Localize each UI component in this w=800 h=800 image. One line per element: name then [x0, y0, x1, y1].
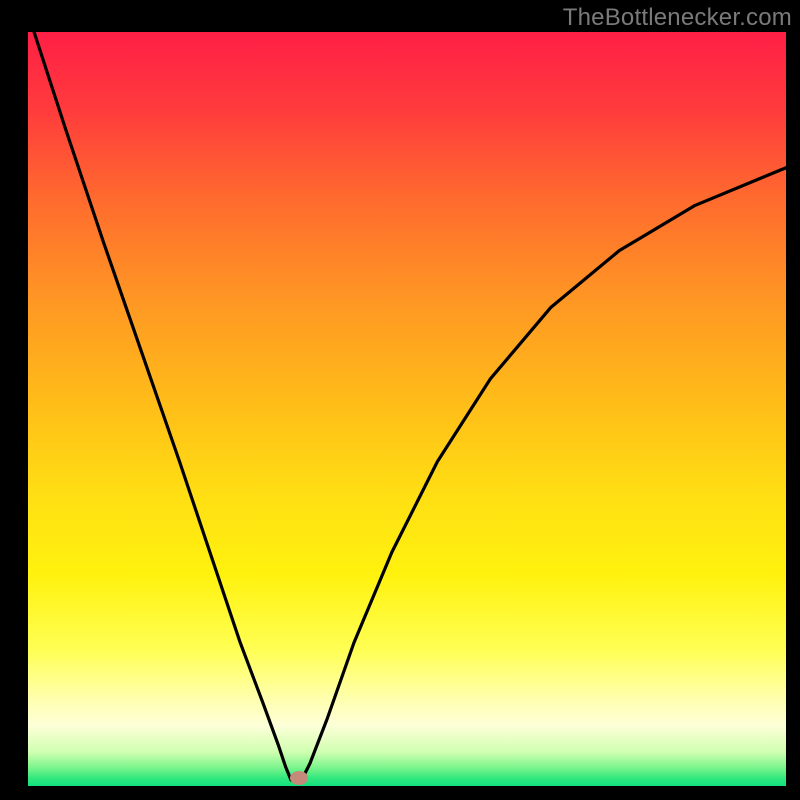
chart-frame: TheBottlenecker.com — [0, 0, 800, 800]
watermark-text: TheBottlenecker.com — [563, 4, 792, 32]
plot-area — [28, 32, 786, 786]
optimal-point-marker — [290, 771, 308, 785]
heat-gradient-background — [28, 32, 786, 786]
